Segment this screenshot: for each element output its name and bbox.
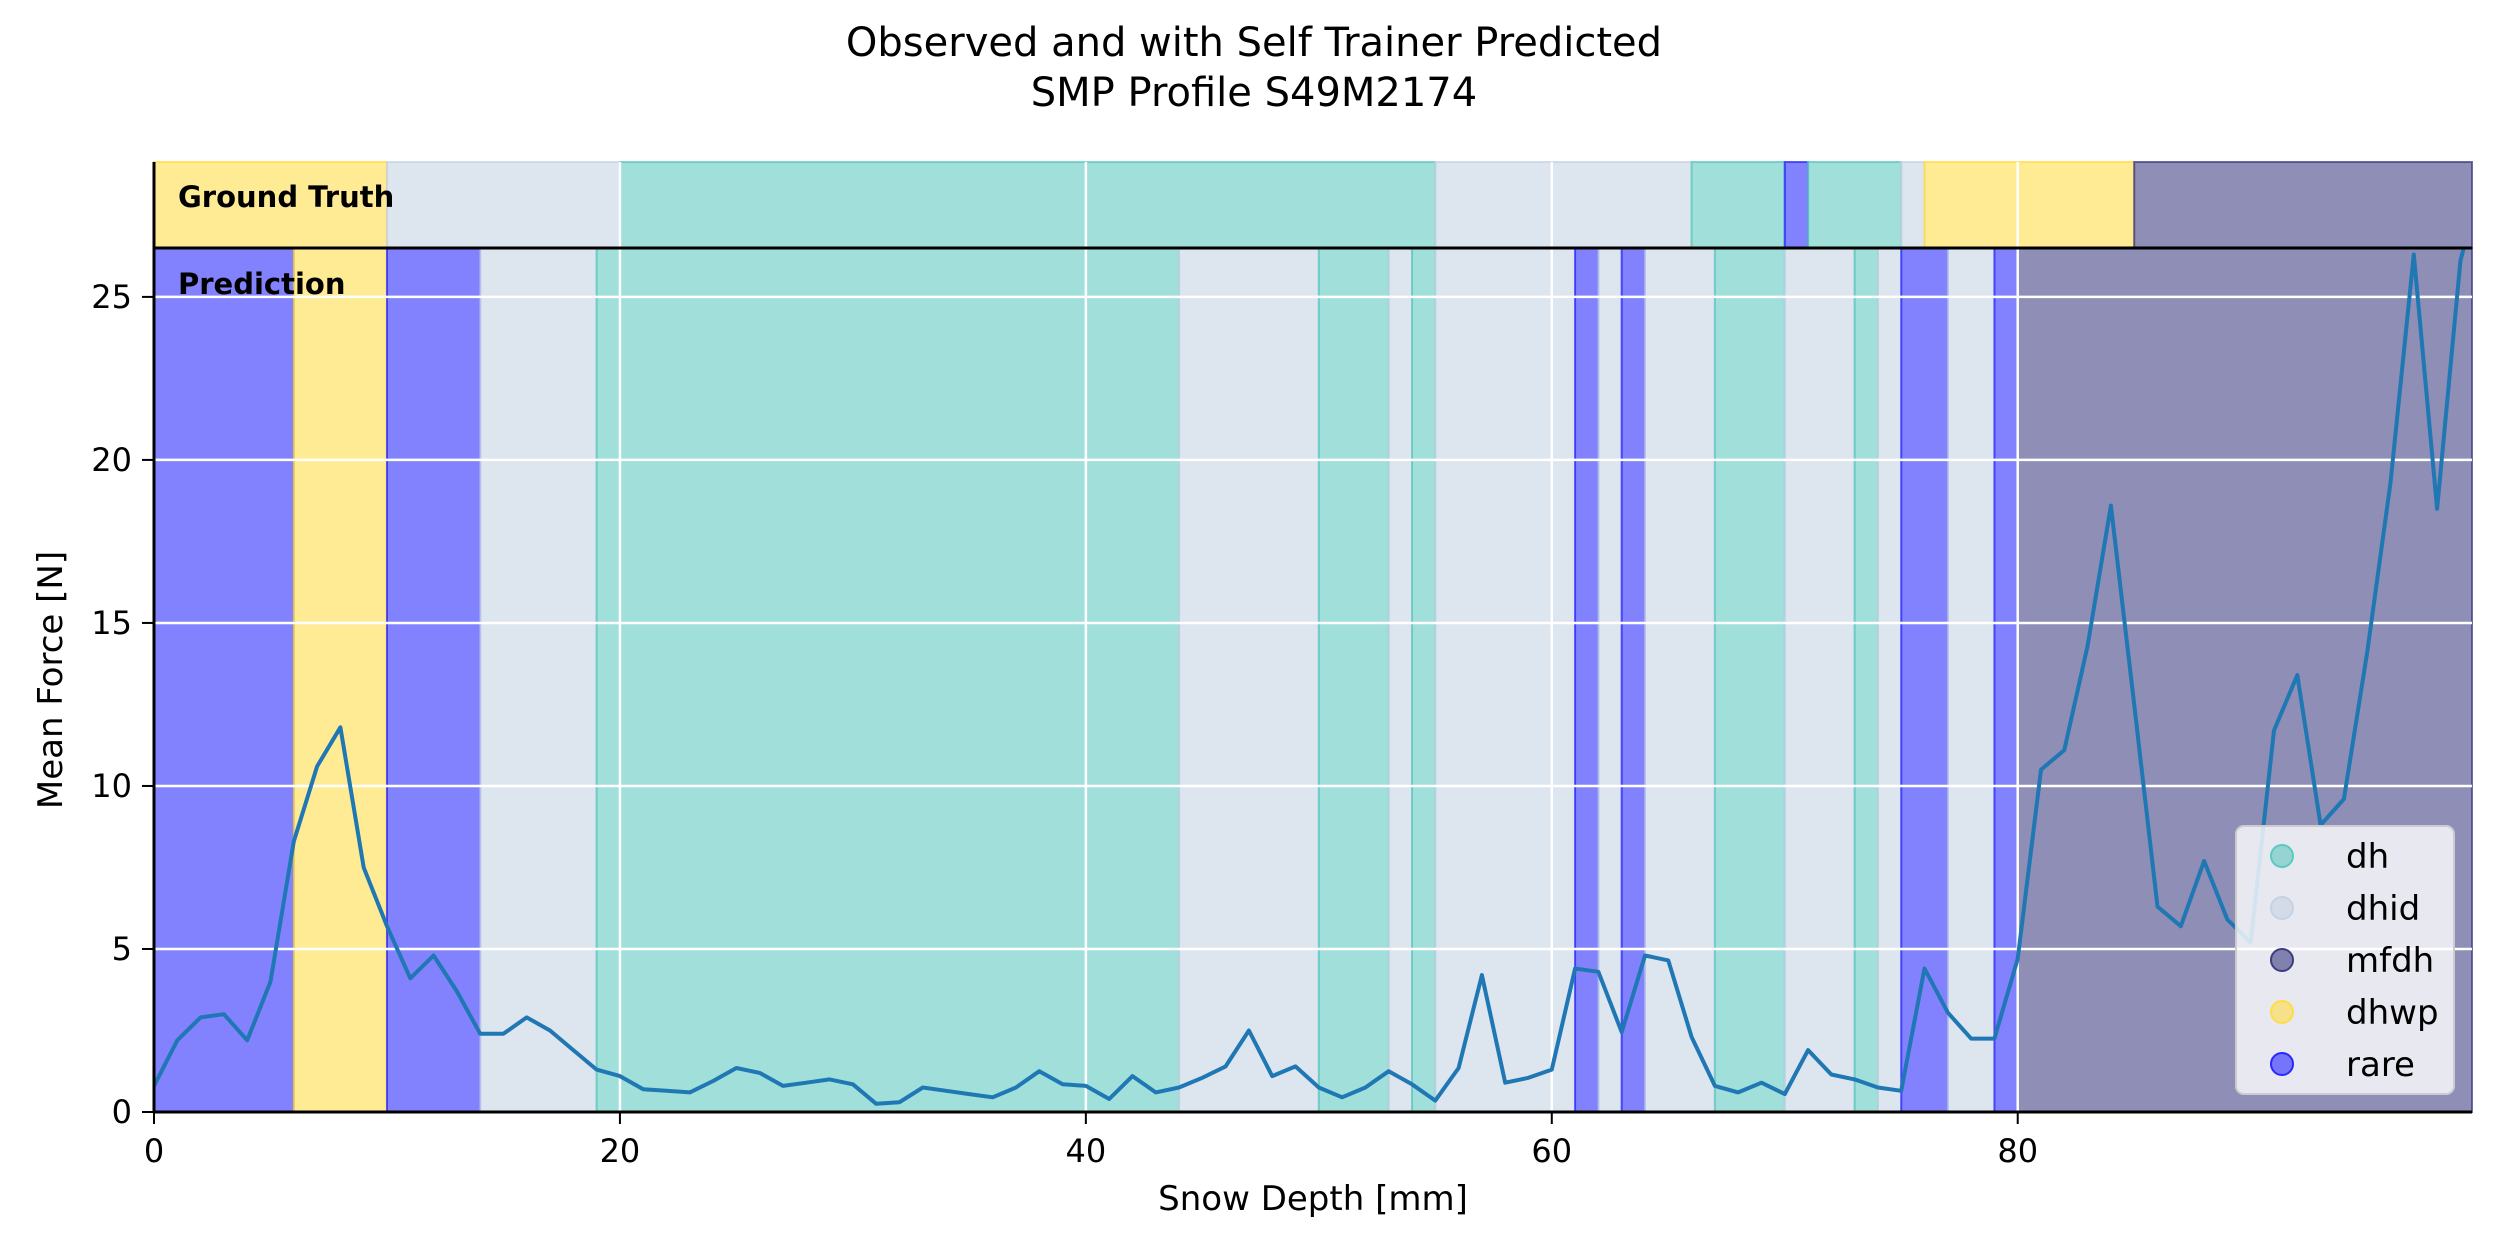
x-tick-label: 60 (1531, 1132, 1572, 1170)
prediction-bands (153, 247, 2474, 1113)
ground-truth-band-dh (1807, 161, 1903, 249)
y-axis-label: Mean Force [N] (31, 551, 71, 809)
ground-truth-band-dh (618, 161, 1437, 249)
prediction-band-dh (1317, 247, 1390, 1113)
prediction-band-dh (1713, 247, 1786, 1113)
x-tick-label: 80 (1997, 1132, 2038, 1170)
prediction-band-dhid (479, 247, 598, 1113)
x-tick-label: 20 (600, 1132, 641, 1170)
legend-marker-dhwp (2270, 1000, 2294, 1024)
y-tick-label: 25 (91, 278, 132, 316)
legend-items: dh dhid mfdh dhwp rare (2270, 837, 2439, 1085)
ground-truth-band-dhid (1434, 161, 1693, 249)
prediction-band-dhid (1876, 247, 1903, 1113)
legend-marker-dhid (2270, 896, 2294, 920)
axes-layer (152, 162, 2472, 1114)
y-tick-label: 5 (112, 930, 132, 968)
prediction-band-rare (1574, 247, 1600, 1113)
prediction-band-rare (1900, 247, 1949, 1113)
legend-label-dhid: dhid (2346, 889, 2420, 929)
legend-marker-dh (2270, 844, 2294, 868)
ground-truth-band-dhid (385, 161, 621, 249)
ground-truth-band-dh (1690, 161, 1786, 249)
prediction-band-dhid (1643, 247, 1716, 1113)
prediction-band-dh (1853, 247, 1879, 1113)
ground-truth-band-dhwp (153, 161, 388, 249)
prediction-band-dhid (1387, 247, 1414, 1113)
y-tick-label: 0 (112, 1093, 132, 1131)
x-tick-label: 0 (144, 1132, 164, 1170)
legend-marker-mfdh (2270, 948, 2294, 972)
legend-marker-rare (2270, 1052, 2294, 1076)
prediction-band-dhid (1434, 247, 1577, 1113)
prediction-band-dhid (1783, 247, 1856, 1113)
legend: dh dhid mfdh dhwp rare (2235, 825, 2455, 1095)
ground-truth-bands (153, 161, 2473, 249)
ground-truth-label: Ground Truth (178, 180, 394, 214)
prediction-band-dhid (1946, 247, 1996, 1113)
ground-truth-band-rare (1783, 161, 1810, 249)
legend-label-mfdh: mfdh (2346, 941, 2434, 981)
chart-title-line-2: SMP Profile S49M2174 (1031, 70, 1477, 116)
ground-truth-band-dhid (1900, 161, 1926, 249)
prediction-band-dhwp (292, 247, 388, 1113)
series-layer (154, 248, 2466, 1106)
prediction-band-dhid (1178, 247, 1320, 1113)
chart-title-line-1: Observed and with Self Trainer Predicted (846, 20, 1662, 66)
prediction-label: Prediction (178, 267, 346, 301)
legend-label-dhwp: dhwp (2346, 993, 2439, 1033)
prediction-band-dh (1411, 247, 1437, 1113)
x-tick-label: 40 (1065, 1132, 1106, 1170)
prediction-band-dh (595, 247, 1181, 1113)
ground-truth-band-dhwp (1923, 161, 2136, 249)
legend-label-dh: dh (2346, 837, 2389, 877)
legend-box (2235, 825, 2455, 1095)
prediction-band-rare (1993, 247, 2019, 1113)
y-tick-label: 10 (91, 767, 132, 805)
prediction-band-rare (153, 247, 295, 1113)
legend-label-rare: rare (2346, 1045, 2415, 1085)
y-tick-label: 15 (91, 604, 132, 642)
prediction-band-rare (385, 247, 482, 1113)
prediction-band-rare (1620, 247, 1646, 1113)
mean-force-line (154, 248, 2466, 1106)
x-axis-label: Snow Depth [mm] (1158, 1179, 1468, 1219)
ground-truth-band-mfdh (2133, 161, 2473, 249)
ticks-layer: 0 20 40 60 80 0 5 10 15 20 25 (91, 278, 2038, 1170)
y-tick-label: 20 (91, 441, 132, 479)
